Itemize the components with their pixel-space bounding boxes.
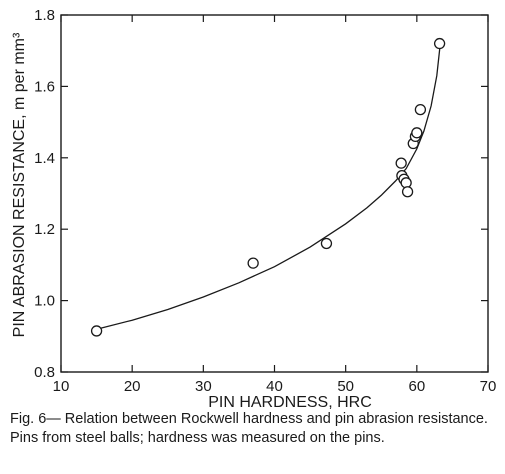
x-tick-label: 40 (266, 378, 283, 395)
plot-frame (60, 14, 489, 373)
x-tick-label: 70 (480, 378, 497, 395)
data-point (414, 103, 427, 116)
x-tick-label: 20 (124, 378, 141, 395)
ticks-layer: 10 20 30 40 50 60 70 0.8 1.0 1.2 1.4 1.6 1.8 (34, 7, 496, 395)
figure-caption: Fig. 6— Relation between Rockwell hardne… (10, 411, 488, 446)
data-point (401, 186, 414, 198)
fit-curve-layer (96, 43, 441, 330)
data-points-layer (90, 37, 446, 337)
y-tick-label: 1.6 (34, 78, 55, 95)
y-tick-label: 1.0 (34, 293, 55, 310)
fit-curve (96, 43, 441, 330)
data-point (90, 325, 103, 337)
data-point (433, 37, 446, 50)
y-axis-title: PIN ABRASION RESISTANCE, m per mm³ (11, 32, 28, 337)
data-point (411, 127, 423, 139)
data-point (247, 257, 259, 269)
y-tick-label: 1.2 (34, 221, 55, 238)
data-point (320, 237, 333, 250)
x-tick-label: 30 (195, 378, 212, 395)
y-tick-label: 0.8 (34, 364, 55, 381)
x-tick-label: 10 (53, 378, 70, 395)
x-tick-label: 60 (408, 378, 425, 395)
scatter-chart: 10 20 30 40 50 60 70 0.8 1.0 1.2 1.4 1.6 1.8 PIN HAR… (11, 7, 496, 410)
data-point (395, 157, 407, 169)
y-tick-label: 1.4 (34, 150, 55, 167)
x-axis-title: PIN HARDNESS, HRC (208, 394, 372, 410)
plot-border (60, 14, 489, 373)
x-tick-label: 50 (337, 378, 354, 395)
y-tick-label: 1.8 (34, 7, 55, 24)
